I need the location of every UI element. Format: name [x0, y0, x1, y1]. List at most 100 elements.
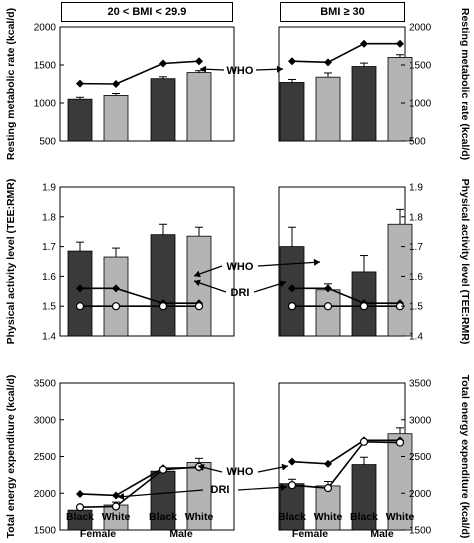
who-point	[112, 284, 120, 293]
who-point	[76, 284, 84, 293]
bar	[186, 461, 212, 531]
x-category-label: Black	[66, 511, 94, 523]
who-label-panel-3: WHO	[227, 466, 254, 478]
total-energy-expenditure-group-1	[59, 382, 235, 531]
x-category-label: White	[314, 511, 343, 523]
bar	[103, 95, 129, 142]
dri-label-panel-3: DRI	[211, 484, 230, 496]
group-label-obese-bmi: BMI ≥ 30	[280, 2, 405, 22]
who-point	[324, 459, 332, 468]
bar	[279, 483, 305, 531]
dri-point	[158, 302, 168, 311]
y-tick-label-left: 2000	[34, 23, 57, 34]
y-tick-label-left: 1500	[34, 61, 57, 72]
bar	[67, 98, 93, 142]
bar	[315, 485, 341, 531]
who-point	[288, 457, 296, 466]
bar	[387, 223, 413, 337]
dri-point	[323, 484, 333, 493]
who-point	[195, 57, 203, 66]
who-point	[288, 57, 296, 66]
x-sex-label: Female	[80, 528, 116, 540]
who-arrow-right-head	[276, 65, 283, 73]
y-tick-label-left: 1.5	[42, 302, 56, 313]
resting-metabolic-rate-frame	[59, 26, 235, 142]
x-category-label: White	[386, 511, 415, 523]
y-tick-label-right: 3000	[409, 415, 432, 426]
dri-line	[291, 440, 401, 489]
who-point	[396, 39, 404, 48]
resting-metabolic-rate-group-2	[278, 26, 413, 142]
y-tick-label-right: 1500	[409, 61, 432, 72]
who-point	[112, 491, 120, 500]
dri-point	[287, 481, 297, 490]
dri-arrow-left	[117, 489, 204, 498]
who-label-panel-1: WHO	[227, 65, 254, 77]
who-point	[288, 284, 296, 293]
y-tick-label-right: 1000	[409, 99, 432, 110]
x-category-label: Black	[350, 511, 378, 523]
y-tick-label-left: 3000	[34, 415, 57, 426]
dri-arrow-right-head	[279, 280, 286, 288]
dri-label-panel-2: DRI	[231, 287, 250, 299]
x-sex-label: Male	[370, 528, 394, 540]
y-tick-label-left: 1.9	[42, 183, 56, 194]
who-point	[76, 489, 84, 498]
y-tick-label-right: 500	[409, 137, 426, 148]
who-arrow-left-head	[200, 65, 207, 73]
dri-point	[194, 302, 204, 311]
y-tick-label-left: 1.6	[42, 272, 56, 283]
bar	[150, 78, 176, 142]
dri-arrow-left-head	[194, 279, 201, 287]
physical-activity-level-ylabel-right: Physical activity level (TEE:RMR)	[459, 179, 471, 345]
dri-point	[359, 302, 369, 311]
bar	[150, 234, 176, 337]
dri-point	[359, 437, 369, 446]
bar	[103, 256, 129, 337]
physical-activity-level-frame	[59, 186, 235, 337]
y-tick-label-right: 1.5	[409, 302, 423, 313]
x-sex-label: Male	[169, 528, 193, 540]
x-category-label: Black	[278, 511, 306, 523]
y-tick-label-right: 2000	[409, 23, 432, 34]
who-arrow-right	[257, 261, 321, 267]
dri-line	[79, 465, 200, 509]
y-tick-label-left: 1000	[34, 99, 57, 110]
physical-activity-level-group-2	[278, 186, 413, 337]
who-label-panel-2: WHO	[227, 261, 254, 273]
y-tick-label-left: 1500	[34, 526, 57, 537]
bar	[387, 433, 413, 531]
x-category-label: White	[185, 511, 214, 523]
who-line	[80, 287, 199, 305]
y-tick-label-right: 2000	[409, 489, 432, 500]
bar	[186, 72, 212, 142]
bar	[315, 289, 341, 337]
bar	[67, 250, 93, 337]
dri-point	[111, 502, 121, 511]
who-point	[360, 39, 368, 48]
y-tick-label-left: 3500	[34, 379, 57, 390]
who-arrow-left-head	[194, 270, 201, 278]
y-tick-label-right: 1500	[409, 526, 432, 537]
y-tick-label-right: 1.4	[409, 332, 423, 343]
dri-point	[395, 438, 405, 447]
y-tick-label-left: 1.4	[42, 332, 56, 343]
y-tick-label-right: 3500	[409, 379, 432, 390]
dri-point	[158, 465, 168, 474]
dri-point	[323, 302, 333, 311]
who-point	[324, 284, 332, 293]
y-tick-label-right: 1.6	[409, 272, 423, 283]
x-category-label: White	[102, 511, 131, 523]
total-energy-expenditure-ylabel-right: Total energy expenditure (kcal/d)	[459, 375, 471, 539]
who-arrow-right-head	[313, 258, 320, 266]
dri-point	[75, 302, 85, 311]
x-category-label: Black	[149, 511, 177, 523]
physical-activity-level-group-1	[59, 186, 235, 337]
who-line	[291, 42, 400, 64]
total-energy-expenditure-ylabel-left: Total energy expenditure (kcal/d)	[5, 375, 17, 539]
bar	[315, 76, 341, 142]
resting-metabolic-rate-group-1	[59, 26, 235, 142]
bar	[279, 82, 305, 142]
y-tick-label-right: 1.8	[409, 212, 423, 223]
